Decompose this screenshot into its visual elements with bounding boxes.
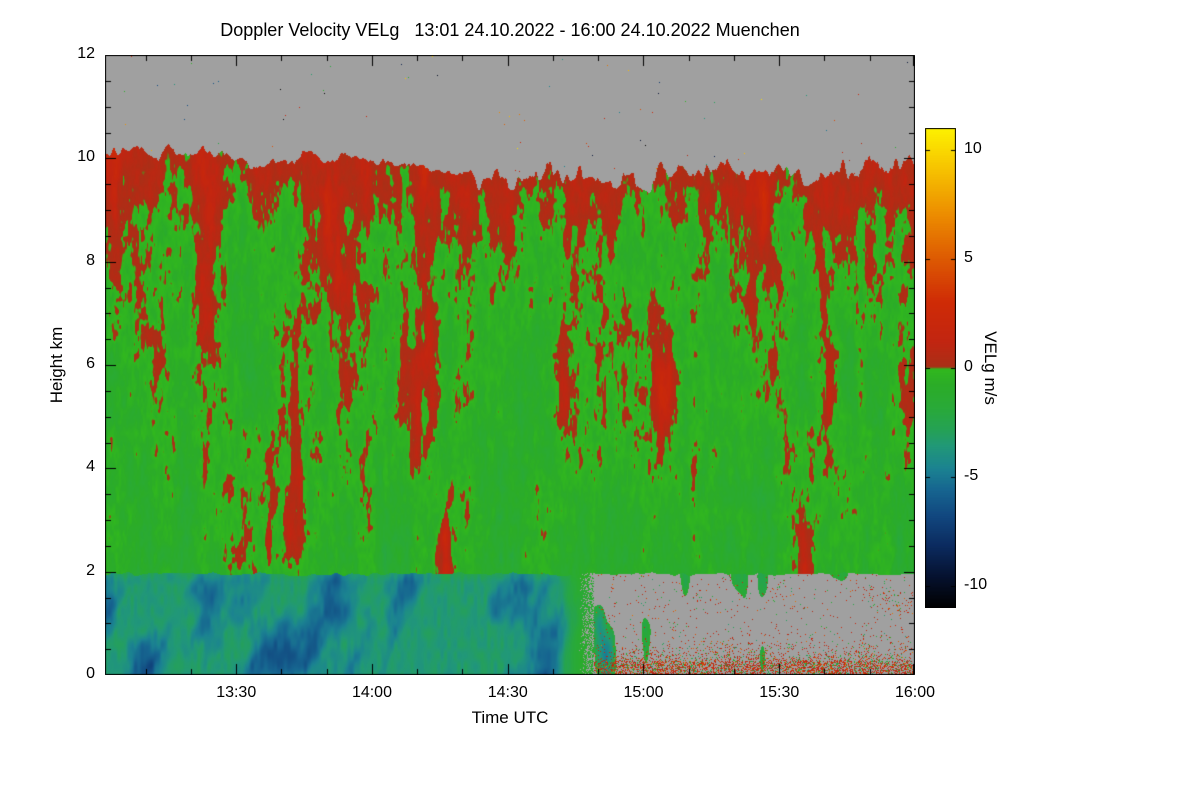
y-tick-label: 12 bbox=[77, 45, 95, 62]
x-tick-label: 14:30 bbox=[487, 684, 528, 701]
x-axis-label: Time UTC bbox=[471, 708, 549, 727]
x-tick-label: 13:30 bbox=[216, 684, 257, 701]
y-tick-label: 6 bbox=[86, 355, 95, 372]
colorbar-label: VELg m/s bbox=[981, 331, 1000, 405]
x-tick-label: 15:30 bbox=[759, 684, 800, 701]
colorbar-tick-label: -10 bbox=[964, 576, 988, 594]
x-tick-label: 16:00 bbox=[894, 684, 936, 701]
x-tick-label: 14:00 bbox=[351, 684, 392, 701]
colorbar-tick-label: 5 bbox=[964, 248, 973, 266]
colorbar-tick-label: 10 bbox=[964, 139, 982, 157]
colorbar-gradient bbox=[925, 128, 956, 608]
chart-title: Doppler Velocity VELg 13:01 24.10.2022 -… bbox=[220, 20, 800, 40]
colorbar-tick-label: 0 bbox=[964, 358, 973, 375]
y-tick-label: 0 bbox=[86, 665, 95, 682]
y-tick-label: 2 bbox=[86, 561, 95, 579]
y-tick-label: 4 bbox=[86, 458, 95, 476]
heatmap-plot-area bbox=[105, 55, 915, 675]
x-tick-label: 15:00 bbox=[623, 684, 664, 701]
y-tick-label: 10 bbox=[77, 148, 95, 166]
y-tick-label: 8 bbox=[86, 251, 95, 269]
colorbar-tick-label: -5 bbox=[964, 467, 979, 485]
